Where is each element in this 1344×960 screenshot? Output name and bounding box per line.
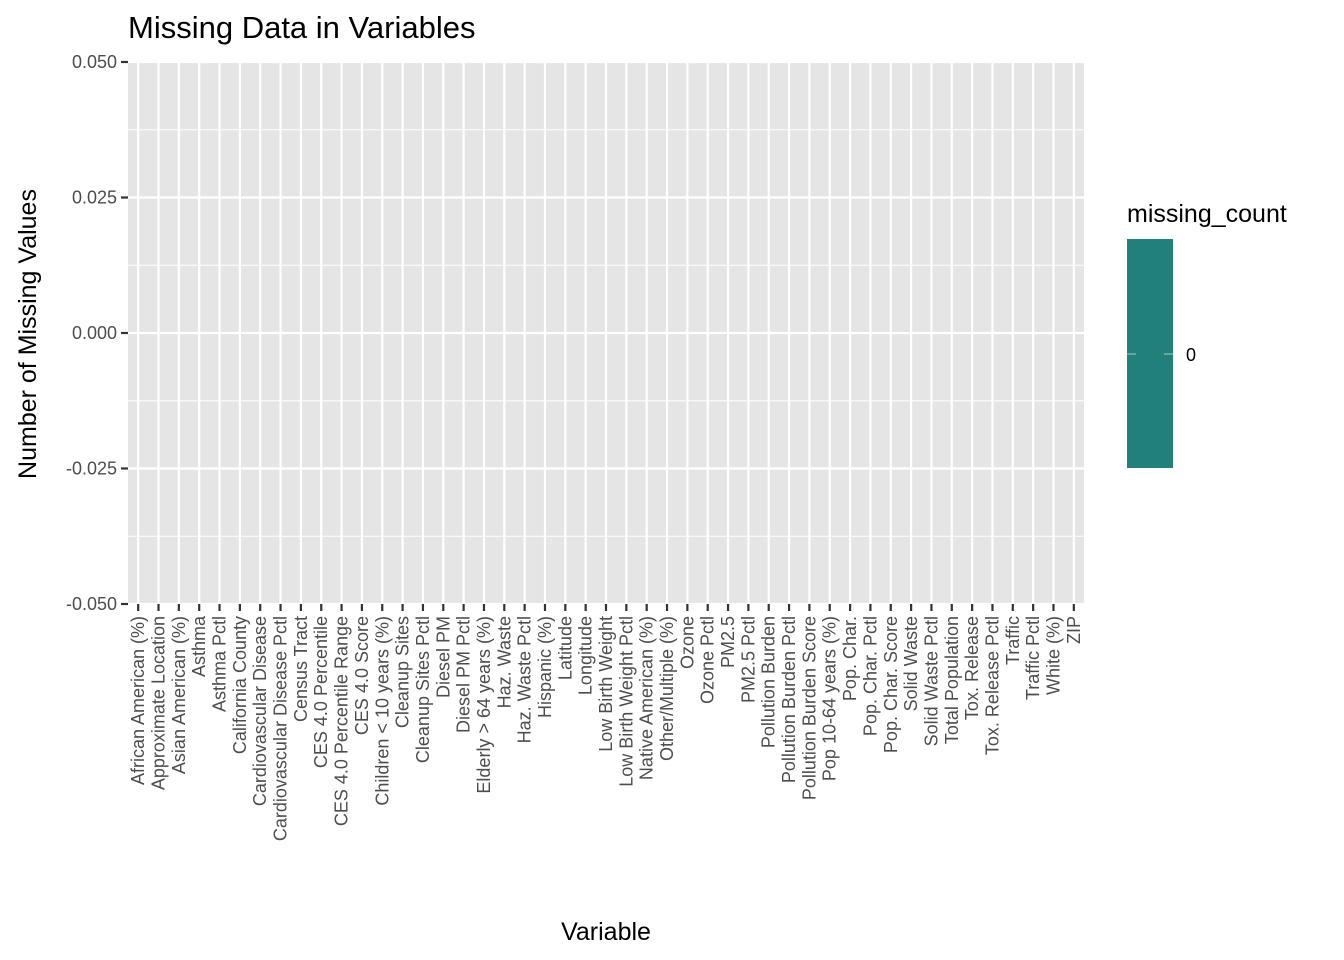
y-tick-label: 0.050 (72, 52, 117, 72)
x-tick-label: CES 4.0 Percentile (311, 616, 331, 768)
x-tick-label: PM2.5 Pctl (738, 616, 758, 703)
legend-title: missing_count (1127, 200, 1287, 228)
x-tick-label: Solid Waste (901, 616, 921, 711)
chart-title: Missing Data in Variables (128, 10, 475, 45)
x-tick-label: Cardiovascular Disease (250, 616, 270, 806)
x-tick-label: Asthma (189, 615, 209, 677)
y-tick-label: 0.025 (72, 188, 117, 208)
legend-label: 0 (1186, 345, 1196, 365)
gridlines (128, 60, 1084, 606)
x-tick-label: Asthma Pctl (210, 616, 230, 712)
y-tick-label: -0.025 (66, 459, 117, 479)
x-tick-label: Total Population (942, 616, 962, 744)
x-tick-label: Tox. Release Pctl (982, 616, 1002, 755)
x-tick-label: Low Birth Weight Pctl (616, 616, 636, 787)
x-tick-label: Census Tract (291, 616, 311, 722)
x-tick-label: Latitude (555, 616, 575, 680)
x-tick-label: Ozone Pctl (698, 616, 718, 704)
x-tick-label: White (%) (1043, 616, 1063, 695)
x-tick-label: California County (230, 616, 250, 754)
x-tick-label: African American (%) (128, 616, 148, 785)
x-tick-label: Other/Multiple (%) (657, 616, 677, 761)
x-tick-label: CES 4.0 Percentile Range (332, 616, 352, 826)
x-tick-label: Ozone (677, 616, 697, 669)
y-tick-label: 0.000 (72, 323, 117, 343)
legend: missing_count 0 (1127, 200, 1287, 468)
x-tick-label: Haz. Waste (494, 616, 514, 708)
x-tick-label: Native American (%) (637, 616, 657, 780)
x-tick-label: Asian American (%) (169, 616, 189, 774)
x-tick-label: Children < 10 years (%) (372, 616, 392, 806)
x-tick-label: Traffic Pctl (1023, 616, 1043, 700)
x-tick-label: Pop 10-64 years (%) (820, 616, 840, 781)
x-axis: African American (%) Approximate Location… (128, 604, 1084, 841)
x-tick-label: Diesel PM (433, 616, 453, 698)
x-axis-title: Variable (561, 918, 651, 946)
x-tick-label: Low Birth Weight (596, 616, 616, 752)
x-tick-label: CES 4.0 Score (352, 616, 372, 735)
x-tick-label: Pop. Char. (840, 616, 860, 701)
x-tick-label: ZIP (1064, 616, 1084, 644)
x-tick-label: Pop. Char. Pctl (860, 616, 880, 736)
x-tick-label: Solid Waste Pctl (921, 616, 941, 746)
x-tick-label: Pop. Char. Score (881, 616, 901, 753)
x-tick-label: Traffic (1003, 616, 1023, 665)
x-tick-label: Cleanup Sites Pctl (413, 616, 433, 763)
x-tick-label: Pollution Burden (759, 616, 779, 748)
x-tick-label: Pollution Burden Pctl (779, 616, 799, 783)
x-tick-label: Longitude (576, 616, 596, 695)
x-tick-label: Hispanic (%) (535, 616, 555, 718)
x-tick-label: Haz. Waste Pctl (515, 616, 535, 743)
x-tick-label: Tox. Release (962, 616, 982, 720)
x-tick-label: Pollution Burden Score (799, 616, 819, 800)
x-tick-label: Cleanup Sites (393, 616, 413, 728)
x-tick-label: Cardiovascular Disease Pctl (271, 616, 291, 841)
x-tick-label: PM2.5 (718, 616, 738, 668)
x-tick-label: Diesel PM Pctl (454, 616, 474, 733)
x-tick-label: Elderly > 64 years (%) (474, 616, 494, 794)
y-axis-title: Number of Missing Values (14, 189, 42, 479)
y-tick-label: -0.050 (66, 594, 117, 614)
x-tick-label: Approximate Location (149, 616, 169, 790)
y-axis: 0.050 0.025 0.000 -0.025 -0.050 (66, 52, 128, 614)
